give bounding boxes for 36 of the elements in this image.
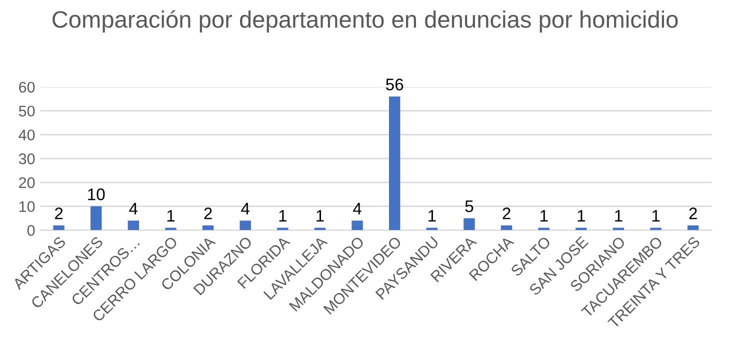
bar [202,225,214,230]
y-tick-label: 40 [18,130,35,140]
data-label: 1 [615,210,622,222]
y-tick-label: 50 [18,106,35,117]
y-tick-label: 60 [19,82,35,93]
bar [53,225,64,230]
bar [240,220,251,230]
data-label: 2 [55,208,63,220]
bar [352,220,363,230]
y-tick-label: 0 [27,225,35,236]
bar [500,225,512,230]
data-label: 1 [316,210,324,222]
bar [90,206,102,230]
y-tick-label: 10 [19,201,35,212]
data-label: 2 [689,208,697,220]
data-label: 5 [465,200,474,212]
data-label: 10 [88,188,105,200]
data-label: 2 [204,208,212,220]
data-label: 1 [652,210,660,222]
bar [128,220,140,230]
data-label: 4 [241,202,250,214]
data-label: 2 [502,208,510,220]
data-label: 1 [540,210,548,222]
bar [688,225,699,230]
data-label: 56 [386,78,404,90]
data-label: 1 [279,210,286,222]
data-label: 1 [578,210,585,222]
bar [464,218,475,230]
bar [389,96,400,230]
data-label: 1 [428,210,436,222]
data-label: 1 [167,210,175,222]
data-label: 4 [353,202,362,214]
data-label: 4 [129,202,138,214]
y-tick-label: 20 [19,177,35,188]
chart-title: Comparación por departamento en denuncias por homicidio [52,10,678,33]
y-tick-label: 30 [18,153,35,164]
